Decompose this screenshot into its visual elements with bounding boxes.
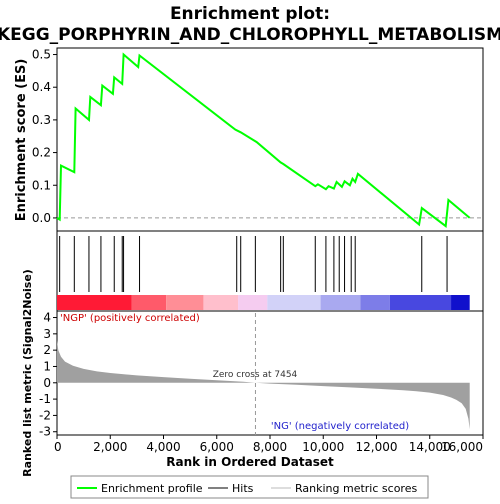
chart-title-line2: KEGG_PORPHYRIN_AND_CHLOROPHYLL_METABOLIS… — [0, 25, 500, 45]
enrichment-profile-line — [56, 52, 471, 228]
heat-bar-segment — [238, 295, 268, 310]
es-y-tick-label: 0.1 — [32, 178, 51, 192]
x-axis: 0 2,000 4,000 6,000 8,000 10,000 12,000 14,0001… — [54, 435, 484, 454]
legend-hits-label: Hits — [232, 482, 254, 495]
legend: Enrichment profile Hits Ranking metric s… — [70, 475, 429, 499]
metric-y-tick-label: -2 — [39, 408, 51, 422]
legend-enrichment-profile-label: Enrichment profile — [101, 482, 203, 495]
chart-title-line1: Enrichment plot: — [170, 4, 330, 24]
legend-ranking-metric-label: Ranking metric scores — [295, 482, 417, 495]
legend-box — [70, 475, 429, 499]
heat-bar-segment — [320, 295, 361, 310]
metric-y-tick-label: 0 — [43, 376, 51, 390]
ranking-metric-area — [57, 340, 470, 430]
x-tick-label: 16,000 — [441, 440, 483, 454]
es-y-axis-label: Enrichment score (ES) — [14, 59, 29, 222]
heat-bar-segment — [131, 295, 167, 310]
heat-bar-segment — [166, 295, 204, 310]
x-tick-label: 6,000 — [200, 440, 234, 454]
negative-correlation-label: 'NG' (negatively correlated) — [271, 421, 409, 432]
es-y-tick-label: 0.0 — [32, 211, 51, 225]
heat-bar-segment — [203, 295, 239, 310]
heat-bar-segment — [389, 295, 452, 310]
es-panel-frame — [56, 47, 484, 232]
metric-y-axis: -3 -2 -1 0 1 2 3 4 — [39, 311, 57, 439]
x-tick-label: 2,000 — [93, 440, 127, 454]
es-y-tick-label: 0.2 — [32, 146, 51, 160]
zero-cross-label: Zero cross at 7454 — [213, 370, 298, 380]
es-y-tick-label: 0.3 — [32, 113, 51, 127]
es-y-tick-label: 0.5 — [32, 48, 51, 62]
x-tick-label: 8,000 — [253, 440, 287, 454]
heat-bar-segment — [360, 295, 390, 310]
es-y-axis: 0.0 0.1 0.2 0.3 0.4 0.5 — [32, 48, 57, 225]
metric-y-tick-label: 4 — [43, 311, 51, 325]
metric-y-axis-label: Ranked list metric (Signal2Noise) — [21, 269, 34, 477]
metric-y-tick-label: 1 — [43, 359, 51, 373]
metric-y-tick-label: -1 — [39, 392, 51, 406]
metric-y-tick-label: 2 — [43, 343, 51, 357]
ranked-list-heat-bar — [57, 295, 470, 310]
metric-y-tick-label: -3 — [39, 425, 51, 439]
es-y-tick-label: 0.4 — [32, 80, 51, 94]
heat-bar-segment — [57, 295, 132, 310]
metric-y-tick-label: 3 — [43, 327, 51, 341]
x-tick-label: 10,000 — [302, 440, 344, 454]
x-axis-label: Rank in Ordered Dataset — [166, 455, 334, 469]
positive-correlation-label: 'NGP' (positively correlated) — [60, 313, 200, 324]
hit-markers — [59, 236, 448, 292]
x-tick-label: 14,000 — [409, 440, 451, 454]
x-tick-label: 12,000 — [356, 440, 398, 454]
x-tick-label: 4,000 — [146, 440, 180, 454]
heat-bar-segment — [451, 295, 470, 310]
heat-bar-segment — [267, 295, 321, 310]
x-tick-label: 0 — [54, 440, 62, 454]
